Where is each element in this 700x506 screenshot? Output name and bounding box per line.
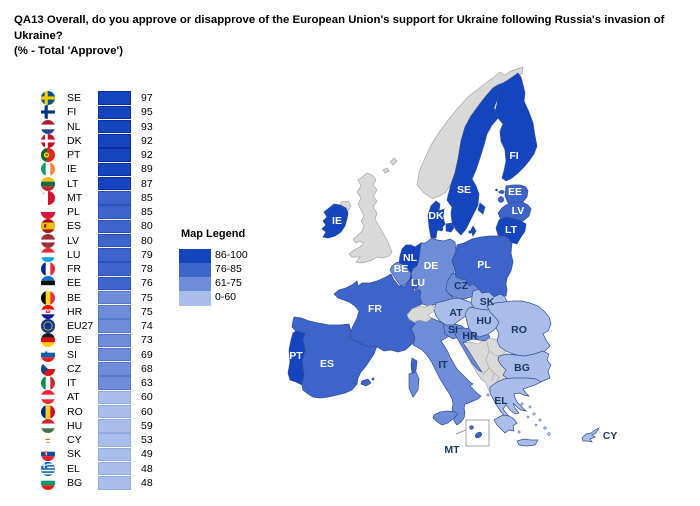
svg-text:PL: PL — [477, 259, 491, 271]
svg-text:EE: EE — [508, 186, 522, 198]
svg-text:CZ: CZ — [454, 280, 469, 292]
svg-text:CY: CY — [603, 430, 618, 442]
svg-text:SE: SE — [457, 184, 471, 196]
svg-text:FR: FR — [368, 303, 382, 315]
svg-text:PT: PT — [289, 350, 303, 362]
svg-text:RO: RO — [511, 324, 527, 336]
svg-text:ES: ES — [320, 358, 334, 370]
svg-text:MT: MT — [444, 444, 460, 456]
svg-text:LV: LV — [512, 205, 525, 217]
svg-text:LT: LT — [505, 224, 518, 236]
svg-text:SK: SK — [480, 296, 495, 308]
svg-text:AT: AT — [449, 307, 463, 319]
svg-text:NL: NL — [403, 252, 418, 264]
svg-text:FI: FI — [509, 150, 518, 162]
svg-text:IE: IE — [332, 215, 342, 227]
svg-text:EL: EL — [494, 395, 508, 407]
svg-text:HU: HU — [476, 315, 491, 327]
svg-text:BG: BG — [514, 362, 530, 374]
svg-text:IT: IT — [438, 359, 448, 371]
svg-text:DK: DK — [428, 210, 444, 222]
svg-text:LU: LU — [411, 277, 425, 289]
svg-text:DE: DE — [424, 260, 439, 272]
svg-text:BE: BE — [394, 263, 409, 275]
svg-text:HR: HR — [462, 330, 478, 342]
svg-text:SI: SI — [448, 324, 458, 336]
